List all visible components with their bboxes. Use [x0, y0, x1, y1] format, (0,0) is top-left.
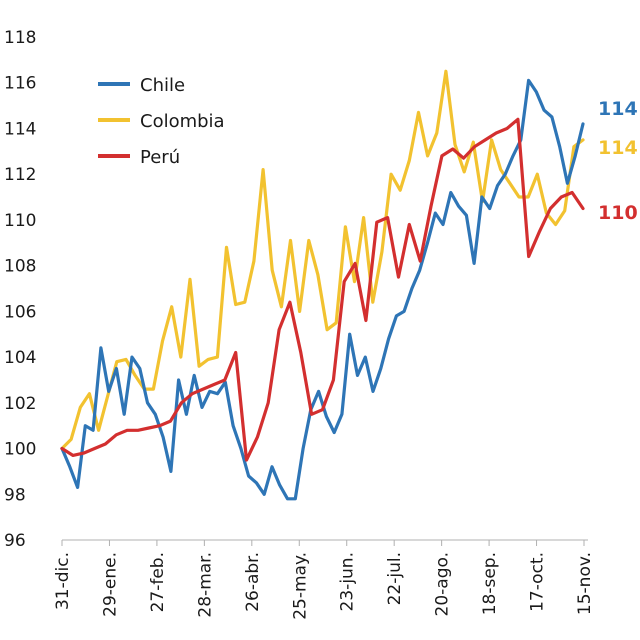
y-tick-label: 116	[4, 74, 36, 94]
x-tick-label: 17-oct.	[528, 552, 548, 612]
x-tick-label: 29-ene.	[100, 552, 120, 617]
y-tick-label: 98	[4, 485, 26, 505]
y-tick-label: 96	[4, 531, 26, 551]
y-tick-label: 106	[4, 302, 36, 322]
legend: Chile Colombia Perú	[98, 75, 225, 168]
y-tick-label: 102	[4, 394, 36, 414]
y-tick-label: 108	[4, 257, 36, 277]
x-tick-label: 15-nov.	[575, 552, 595, 615]
y-tick-label: 112	[4, 165, 36, 185]
end-label-peru: 110	[598, 202, 638, 224]
end-labels: 114 114 110	[598, 98, 638, 224]
x-tick-label: 23-jun.	[338, 552, 358, 611]
series-line-peru	[60, 117, 585, 462]
y-tick-label: 100	[4, 440, 36, 460]
end-label-chile: 114	[598, 98, 638, 120]
end-label-colombia: 114	[598, 137, 638, 159]
y-tick-label: 110	[4, 211, 36, 231]
x-tick-label: 25-may.	[290, 552, 310, 620]
x-tick-label: 27-feb.	[148, 552, 168, 612]
x-ticks: 31-dic. 29-ene. 27-feb. 28-mar. 26-abr. 25-ma…	[53, 540, 595, 620]
y-tick-label: 104	[4, 348, 36, 368]
x-tick-label: 31-dic.	[53, 552, 73, 610]
y-tick-label: 118	[4, 28, 36, 48]
x-tick-label: 22-jul.	[385, 552, 405, 605]
series-line-chile	[60, 78, 585, 501]
x-tick-label: 26-abr.	[243, 552, 263, 612]
series-lines	[60, 69, 585, 501]
y-tick-label: 114	[4, 119, 36, 139]
legend-label-colombia: Colombia	[140, 111, 225, 132]
legend-label-chile: Chile	[140, 75, 185, 96]
x-tick-label: 20-ago.	[433, 552, 453, 616]
x-tick-label: 18-sep.	[480, 552, 500, 615]
series-line-colombia	[60, 69, 585, 451]
legend-label-peru: Perú	[140, 147, 180, 168]
x-tick-label: 28-mar.	[195, 552, 215, 618]
y-ticks: 96 98 100 102 104 106 108 110 112 114 116 118	[4, 28, 36, 551]
